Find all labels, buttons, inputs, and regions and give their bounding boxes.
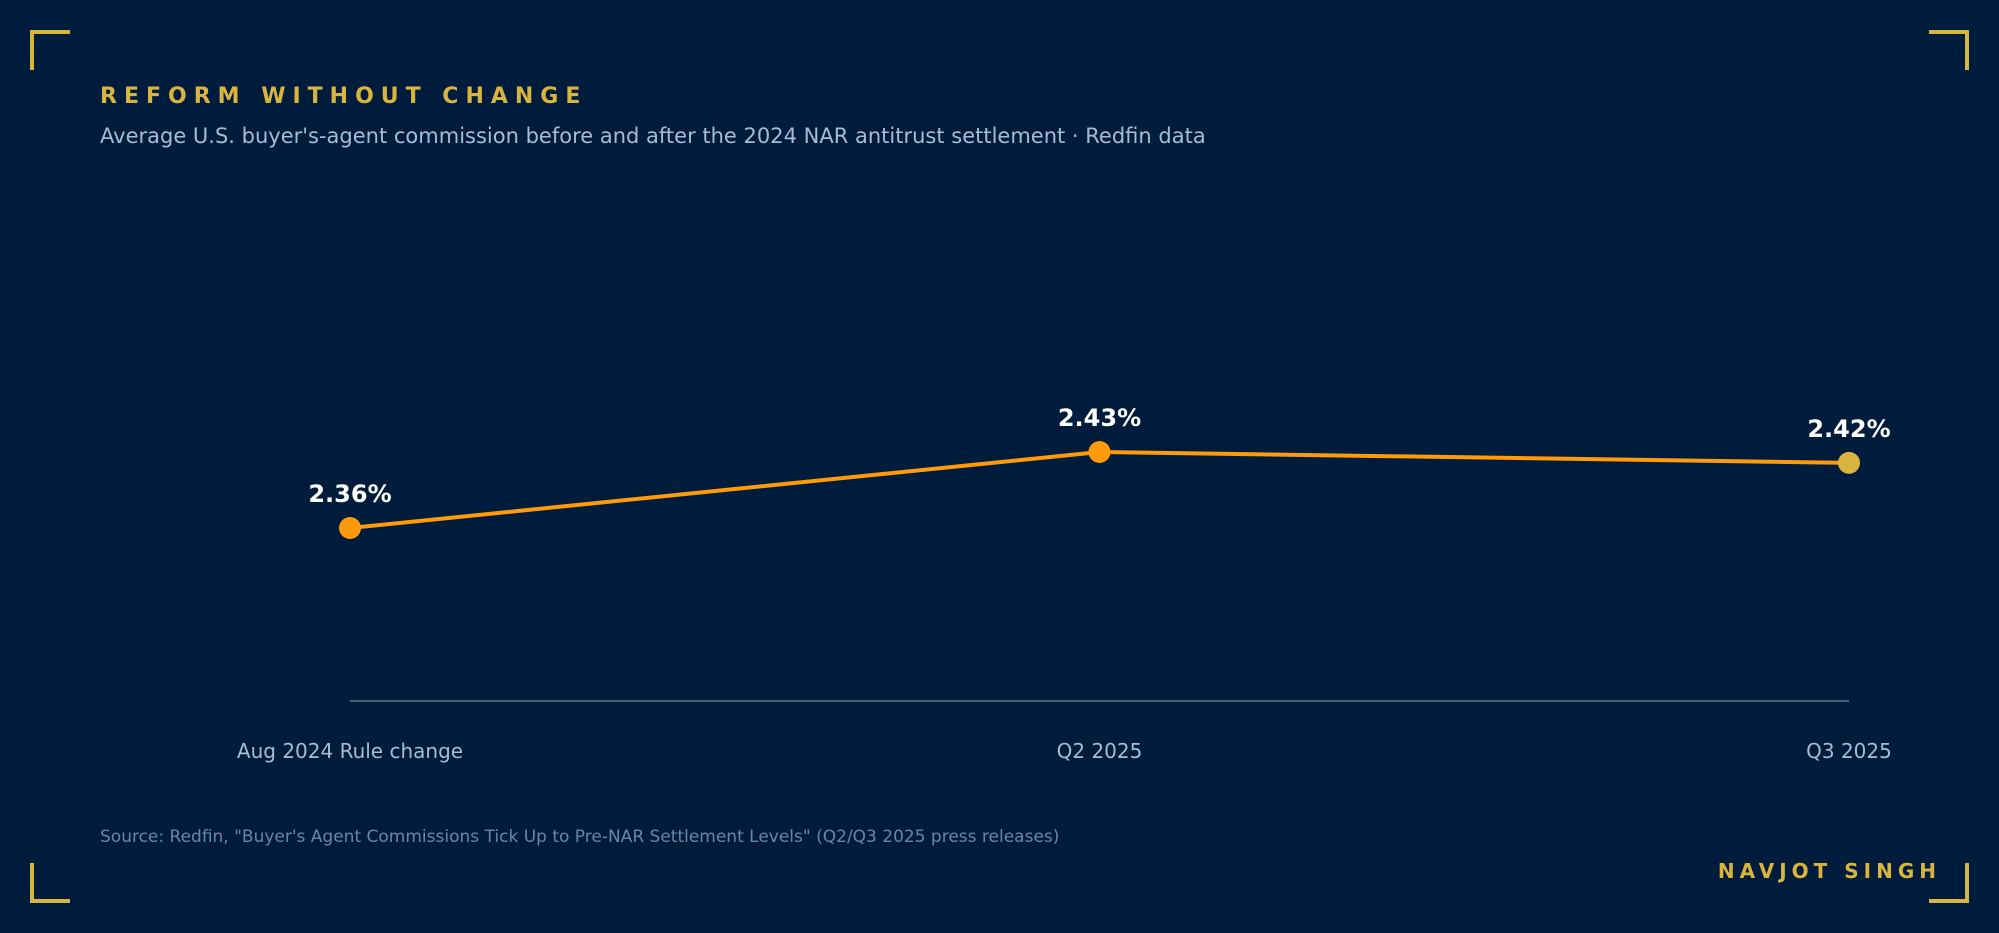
author-credit: NAVJOT SINGH: [1717, 859, 1941, 883]
corner-bracket-top-left: [30, 30, 70, 70]
corner-bracket-bottom-left: [30, 863, 70, 903]
x-tick-label: Q2 2025: [1057, 739, 1143, 763]
corner-bracket-top-right: [1929, 30, 1969, 70]
x-tick-label: Q3 2025: [1806, 739, 1892, 763]
data-label: 2.36%: [308, 480, 391, 508]
x-tick-label: Aug 2024 Rule change: [237, 739, 463, 763]
data-point: [1838, 451, 1860, 474]
source-note: Source: Redfin, "Buyer's Agent Commissio…: [100, 827, 1060, 847]
chart-kicker: REFORM WITHOUT CHANGE: [100, 84, 588, 109]
chart-subtitle: Average U.S. buyer's-agent commission be…: [100, 124, 1206, 148]
data-point: [1088, 441, 1111, 463]
series-line: [348, 450, 1851, 530]
corner-bracket-bottom-right: [1929, 863, 1969, 903]
data-label: 2.43%: [1058, 404, 1141, 432]
data-label: 2.42%: [1807, 415, 1890, 443]
data-point: [339, 517, 361, 539]
